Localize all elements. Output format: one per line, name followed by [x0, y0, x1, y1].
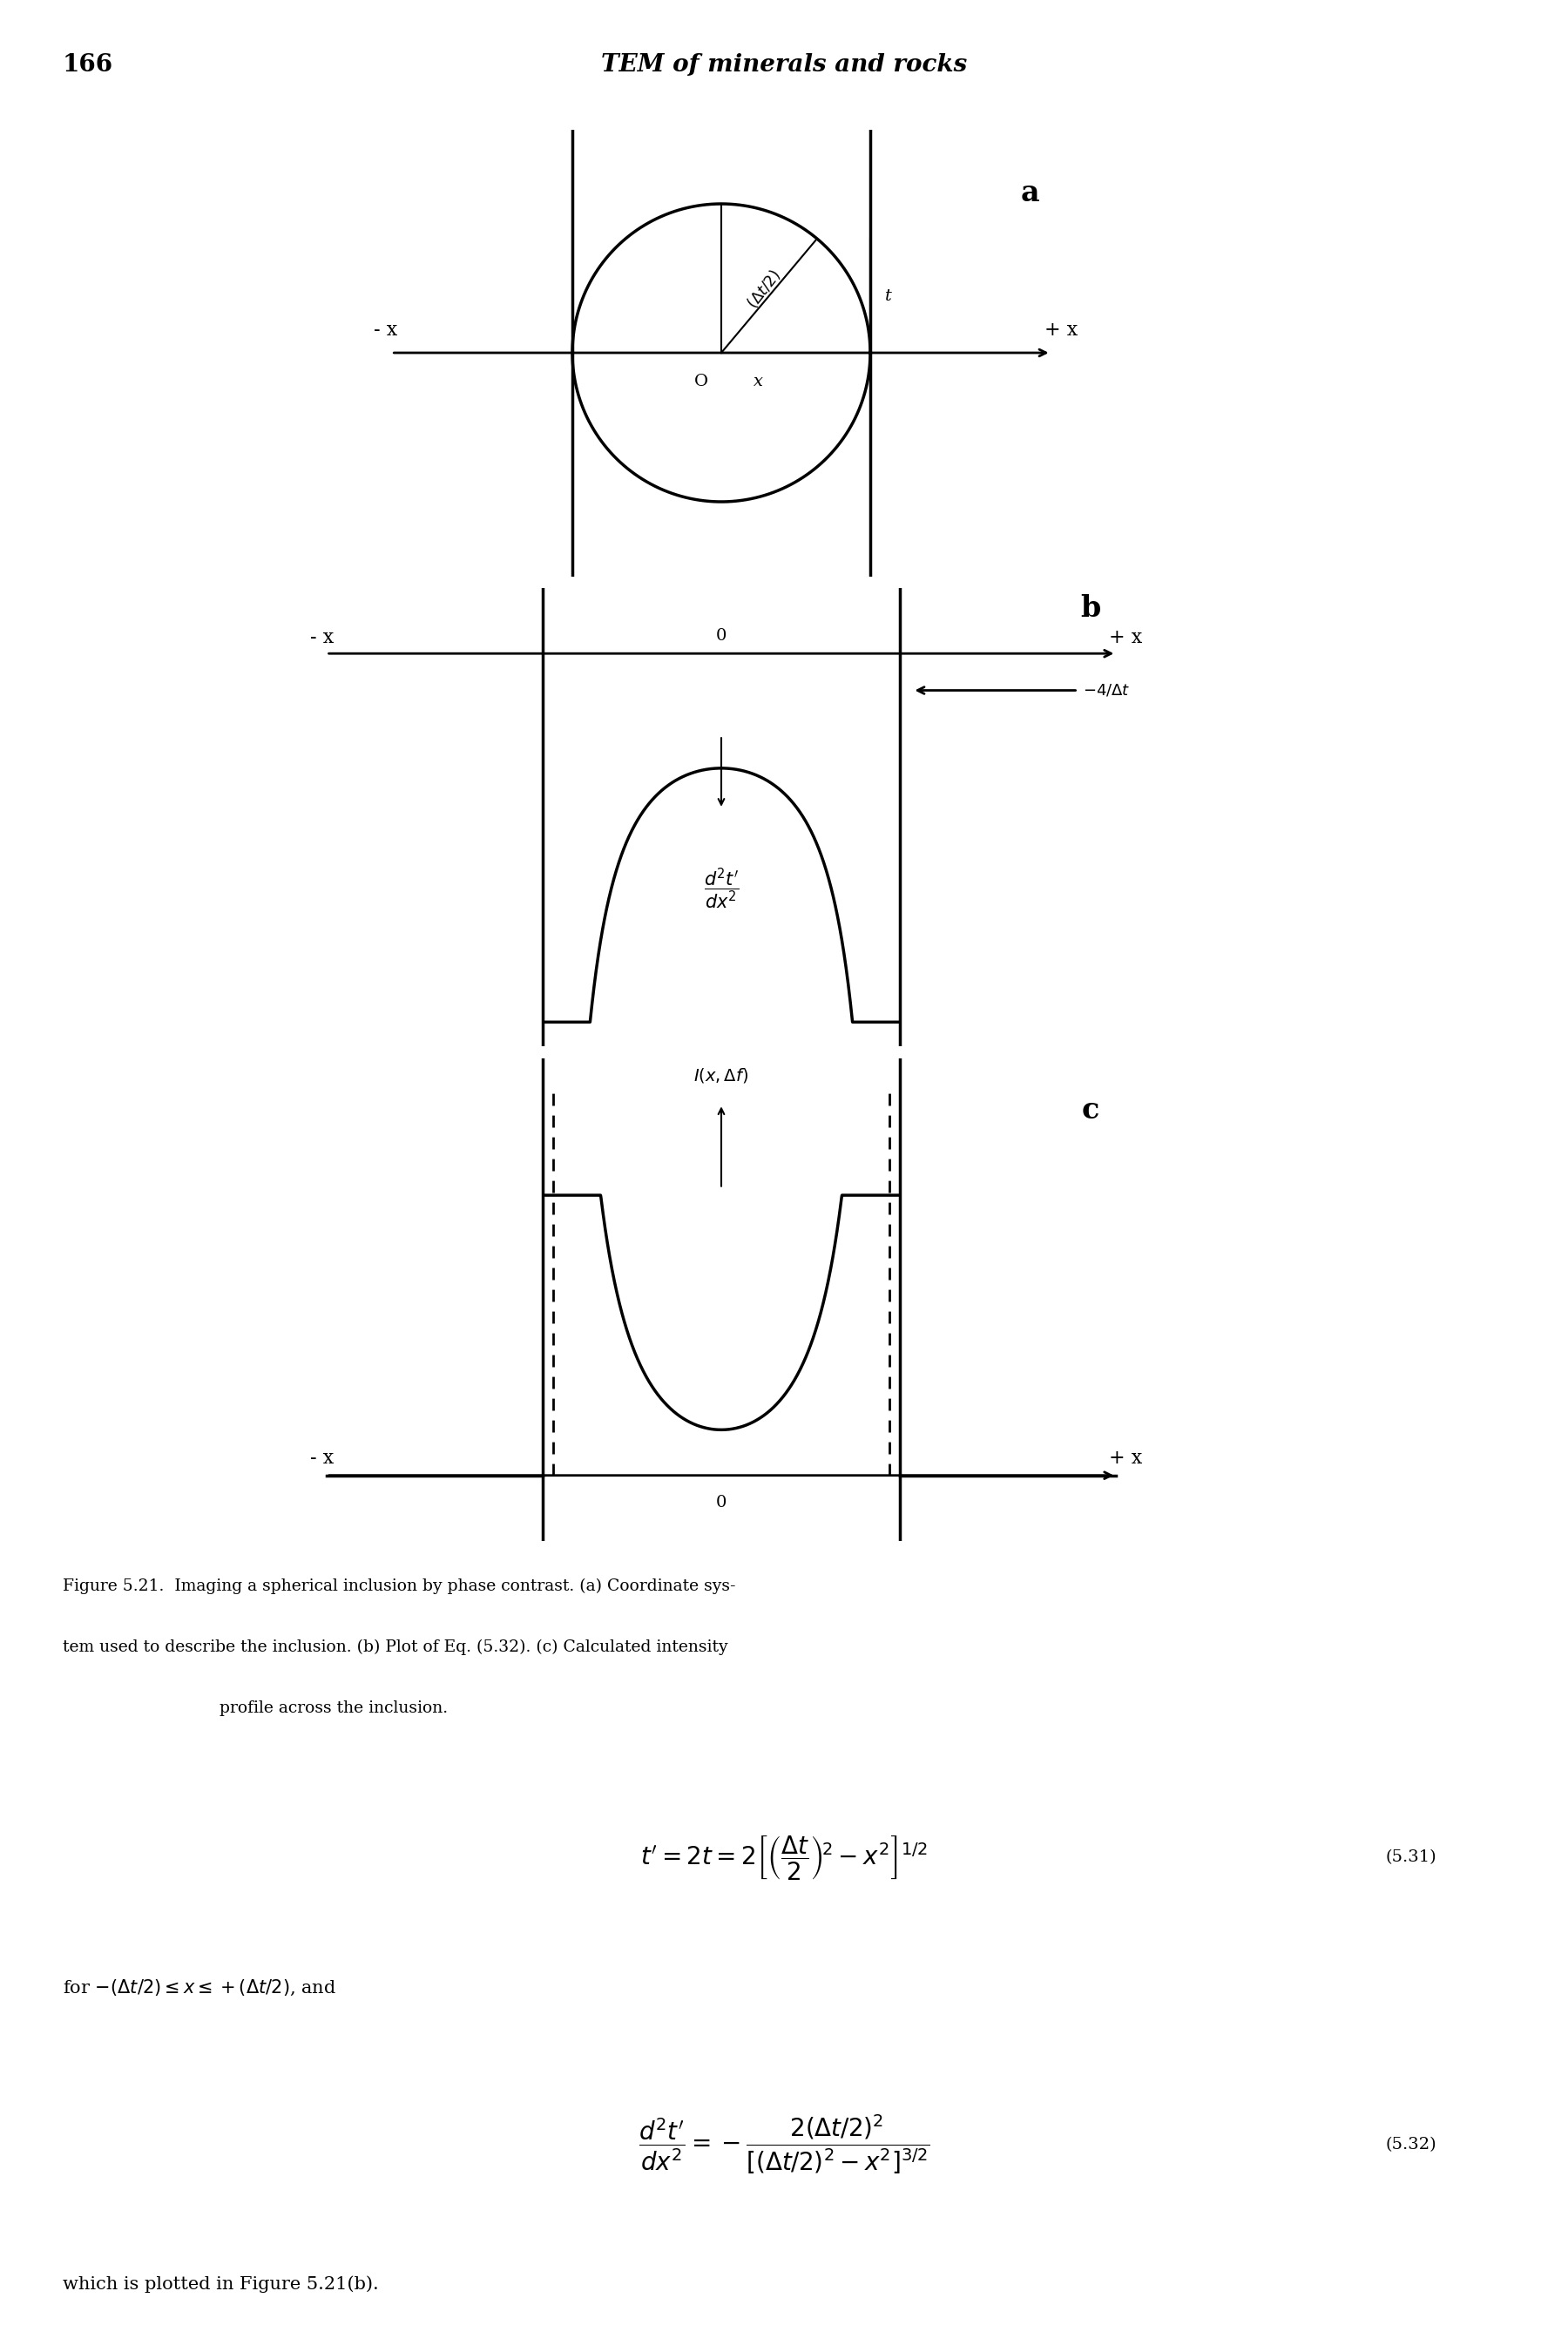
Text: which is plotted in Figure 5.21(b).: which is plotted in Figure 5.21(b).: [63, 2274, 379, 2293]
Text: TEM of minerals and rocks: TEM of minerals and rocks: [601, 54, 967, 78]
Text: 0: 0: [717, 1496, 726, 1510]
Text: - x: - x: [375, 320, 398, 341]
Text: $(\Delta t/2)$: $(\Delta t/2)$: [743, 266, 784, 313]
Text: for $-(\Delta t/2) \leq x \leq +(\Delta t/2)$, and: for $-(\Delta t/2) \leq x \leq +(\Delta …: [63, 1978, 336, 1997]
Text: 0: 0: [717, 628, 726, 644]
Text: O: O: [695, 374, 709, 390]
Text: profile across the inclusion.: profile across the inclusion.: [63, 1700, 448, 1717]
Text: - x: - x: [310, 1449, 334, 1468]
Text: $\dfrac{d^2t^{\prime}}{dx^2} = -\dfrac{2(\Delta t/2)^2}{[(\Delta t/2)^2 - x^2]^{: $\dfrac{d^2t^{\prime}}{dx^2} = -\dfrac{2…: [638, 2112, 930, 2176]
Text: (5.32): (5.32): [1385, 2138, 1436, 2152]
Text: t: t: [886, 287, 892, 303]
Text: tem used to describe the inclusion. (b) Plot of Eq. (5.32). (c) Calculated inten: tem used to describe the inclusion. (b) …: [63, 1639, 728, 1656]
Text: Figure 5.21.  Imaging a spherical inclusion by phase contrast. (a) Coordinate sy: Figure 5.21. Imaging a spherical inclusi…: [63, 1578, 735, 1595]
Text: c: c: [1082, 1096, 1099, 1124]
Text: (5.31): (5.31): [1385, 1849, 1436, 1865]
Text: - x: - x: [310, 628, 334, 647]
Text: $I(x,\Delta f)$: $I(x,\Delta f)$: [693, 1065, 750, 1084]
Text: $t^{\prime} = 2t = 2\left[\left(\dfrac{\Delta t}{2}\right)^{\!2} - x^2\right]^{1: $t^{\prime} = 2t = 2\left[\left(\dfrac{\…: [640, 1832, 928, 1882]
Text: b: b: [1080, 595, 1101, 623]
Text: a: a: [1021, 179, 1040, 207]
Text: + x: + x: [1044, 320, 1079, 341]
Text: x: x: [753, 374, 762, 390]
Text: + x: + x: [1109, 628, 1142, 647]
Text: $\dfrac{d^2t^{\prime}}{dx^2}$: $\dfrac{d^2t^{\prime}}{dx^2}$: [704, 866, 739, 910]
Text: + x: + x: [1109, 1449, 1142, 1468]
Text: $-4/\Delta t$: $-4/\Delta t$: [1083, 682, 1131, 699]
Text: 166: 166: [63, 54, 113, 78]
